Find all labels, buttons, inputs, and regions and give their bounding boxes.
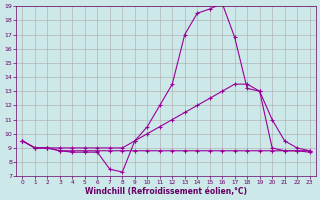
X-axis label: Windchill (Refroidissement éolien,°C): Windchill (Refroidissement éolien,°C) — [85, 187, 247, 196]
